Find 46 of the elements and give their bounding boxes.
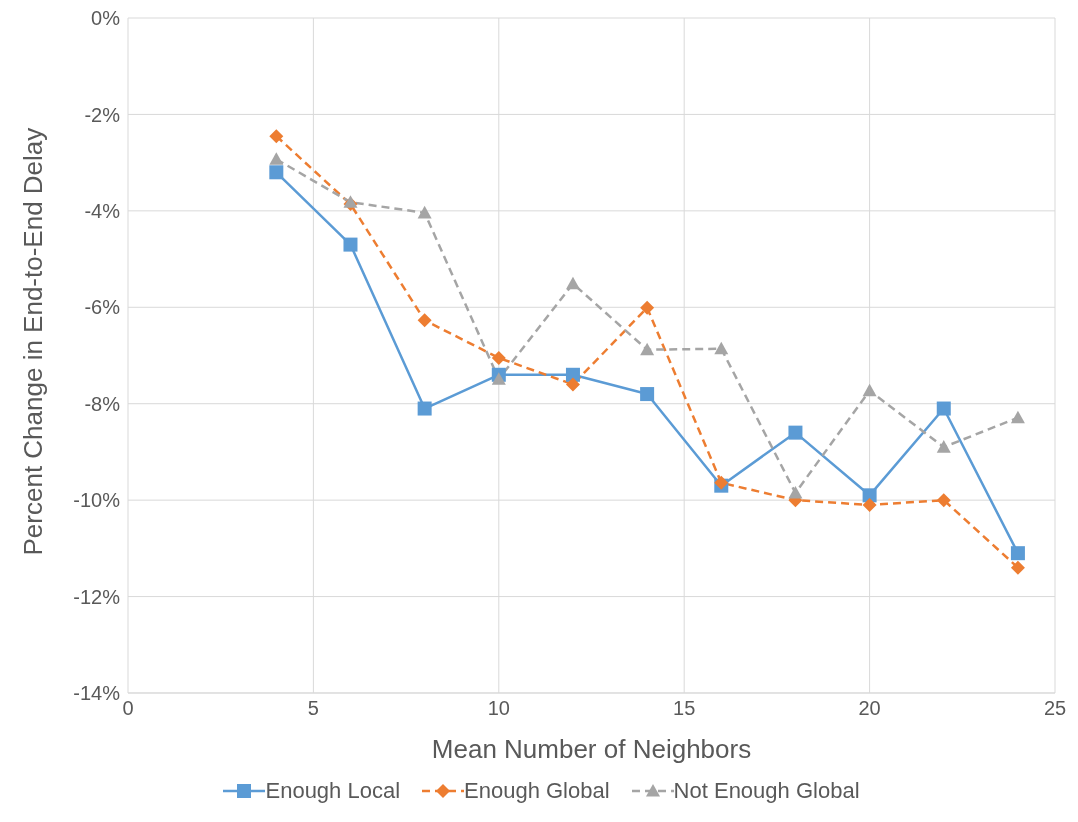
legend-label: Enough Local [265, 778, 401, 804]
point [640, 387, 655, 402]
x-tick-label: 10 [487, 697, 510, 720]
x-axis-title: Mean Number of Neighbors [431, 734, 752, 764]
x-tick-label: 20 [858, 697, 881, 720]
y-tick-label: -10% [73, 489, 121, 512]
legend-label: Enough Global [464, 778, 610, 804]
x-tick-label: 0 [122, 697, 134, 720]
y-tick-label: -2% [84, 103, 121, 126]
x-tick-label: 5 [307, 697, 319, 720]
point [343, 237, 358, 252]
y-axis-title: Percent Change in End-to-End Delay [18, 127, 49, 556]
point [565, 276, 580, 290]
point [862, 488, 877, 503]
y-tick-label: 0% [91, 7, 121, 30]
point [862, 497, 877, 512]
point [788, 425, 803, 440]
point [417, 205, 432, 219]
point [936, 401, 951, 416]
y-tick-label: -14% [73, 682, 121, 705]
point [1010, 546, 1025, 561]
point [565, 377, 580, 392]
point [417, 401, 432, 416]
point [491, 372, 506, 385]
y-tick-label: -4% [84, 199, 121, 222]
y-tick-label: -12% [73, 585, 121, 608]
point [862, 383, 877, 397]
x-tick-label: 15 [673, 697, 696, 720]
point [269, 129, 284, 144]
point [417, 313, 432, 328]
point [491, 350, 506, 365]
point [640, 300, 655, 315]
y-tick-label: -8% [84, 392, 121, 415]
point [343, 195, 358, 208]
point [640, 342, 655, 356]
point [936, 440, 951, 453]
legend-label: Not Enough Global [673, 778, 860, 804]
point [269, 165, 284, 180]
point [1010, 560, 1025, 575]
point [714, 341, 729, 355]
x-tick-label: 25 [1043, 697, 1067, 720]
point [269, 152, 284, 165]
point [936, 493, 951, 508]
point [1010, 410, 1025, 424]
point [788, 485, 803, 499]
y-tick-label: -6% [84, 296, 121, 319]
